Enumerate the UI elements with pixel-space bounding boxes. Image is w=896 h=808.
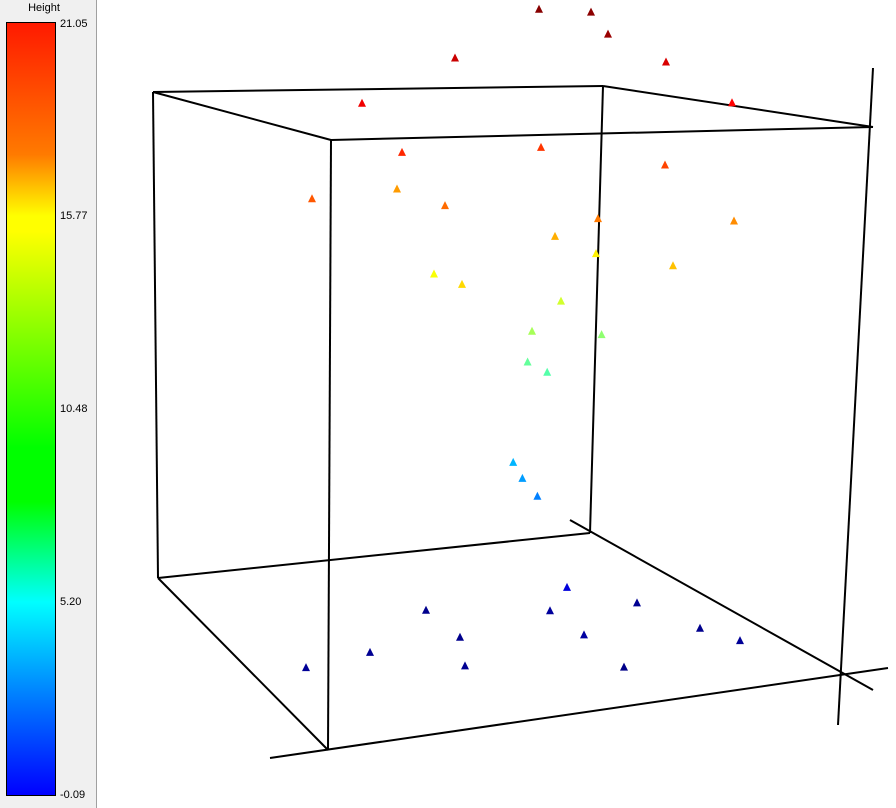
box-edge bbox=[569, 519, 874, 691]
box-edge bbox=[152, 91, 332, 141]
bounding-box bbox=[152, 67, 889, 759]
data-point bbox=[456, 632, 464, 641]
box-edge bbox=[602, 85, 874, 128]
data-point bbox=[393, 184, 401, 193]
data-point bbox=[398, 147, 406, 156]
data-point bbox=[594, 214, 602, 223]
data-point bbox=[366, 647, 374, 656]
colorbar-tick-4: 5.20 bbox=[60, 596, 82, 608]
3d-scatter-plot[interactable] bbox=[98, 0, 894, 808]
data-point bbox=[662, 57, 670, 66]
data-point bbox=[533, 491, 542, 500]
data-point bbox=[728, 98, 736, 107]
data-point bbox=[592, 249, 600, 258]
data-point bbox=[543, 367, 552, 376]
data-point bbox=[696, 623, 704, 632]
data-point bbox=[669, 261, 677, 270]
colorbar-tick-3: 10.48 bbox=[60, 403, 88, 415]
data-point bbox=[523, 357, 532, 366]
data-point bbox=[580, 630, 588, 639]
data-point bbox=[509, 457, 518, 466]
data-point bbox=[604, 29, 612, 38]
data-point bbox=[302, 663, 310, 672]
colorbar-tick-max: 21.05 bbox=[60, 18, 88, 30]
data-point bbox=[620, 662, 628, 671]
colorbar-panel: Height 21.05 15.77 10.48 5.20 -0.09 bbox=[0, 0, 97, 808]
data-point bbox=[422, 605, 430, 614]
data-point bbox=[597, 330, 606, 339]
data-point bbox=[535, 4, 543, 13]
data-point bbox=[518, 473, 527, 482]
box-edge bbox=[152, 85, 604, 93]
data-point bbox=[587, 7, 595, 16]
box-edge bbox=[327, 139, 332, 751]
data-point bbox=[430, 269, 438, 278]
data-point bbox=[563, 582, 571, 591]
box-edge bbox=[589, 85, 604, 534]
data-points bbox=[302, 4, 744, 672]
box-edge bbox=[157, 577, 329, 751]
data-point bbox=[528, 326, 536, 335]
data-point bbox=[546, 606, 554, 615]
data-point bbox=[551, 231, 559, 240]
colorbar-gradient bbox=[6, 22, 56, 796]
data-point bbox=[537, 142, 545, 151]
data-point bbox=[730, 216, 738, 225]
data-point bbox=[358, 98, 366, 107]
box-edge bbox=[837, 67, 874, 726]
box-edge bbox=[269, 667, 889, 759]
box-edge bbox=[152, 91, 159, 579]
colorbar-tick-2: 15.77 bbox=[60, 210, 88, 222]
data-point bbox=[557, 296, 565, 305]
data-point bbox=[451, 53, 459, 62]
data-point bbox=[461, 661, 469, 670]
colorbar-tick-min: -0.09 bbox=[60, 789, 86, 801]
data-point bbox=[441, 201, 449, 210]
data-point bbox=[458, 279, 466, 288]
box-edge bbox=[157, 532, 591, 579]
data-point bbox=[736, 636, 744, 645]
data-point bbox=[661, 160, 669, 169]
data-point bbox=[633, 598, 641, 607]
colorbar-title: Height bbox=[28, 2, 60, 14]
data-point bbox=[308, 194, 316, 203]
